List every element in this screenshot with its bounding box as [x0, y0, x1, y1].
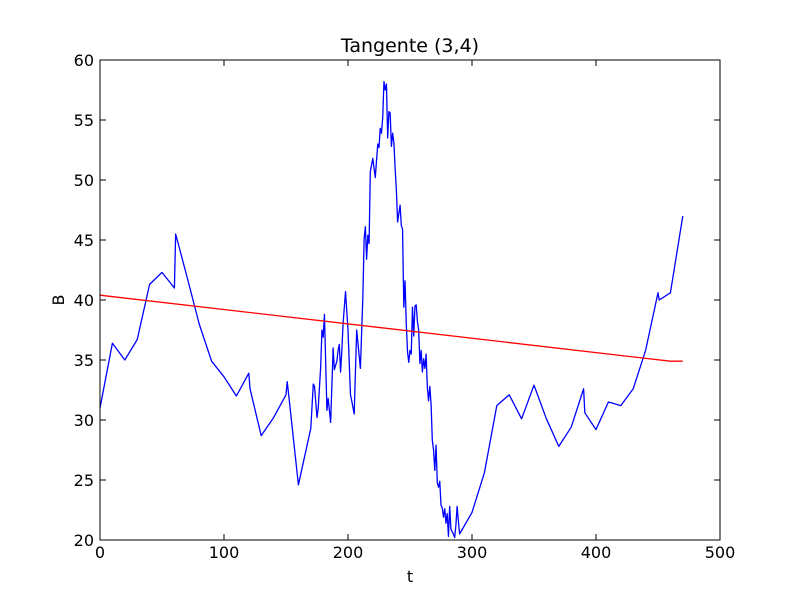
series-line-0	[99, 80, 684, 539]
x-tick-label: 300	[457, 543, 488, 562]
x-tick-label: 400	[581, 543, 612, 562]
y-tick-label: 40	[74, 291, 94, 310]
chart-title: Tangente (3,4)	[340, 35, 479, 57]
y-tick-label: 50	[74, 171, 94, 190]
series-line-1	[99, 294, 683, 362]
x-tick-label: 0	[95, 543, 105, 562]
y-tick-label: 25	[74, 471, 94, 490]
x-tick-label: 100	[209, 543, 240, 562]
ticks-layer: 0 100 200 300 400 500 20 25 30 35 40 45 50 55 60	[74, 51, 736, 562]
x-tick-label: 200	[333, 543, 364, 562]
y-tick-label: 30	[74, 411, 94, 430]
y-tick-label: 45	[74, 231, 94, 250]
y-tick-label: 35	[74, 351, 94, 370]
y-tick-label: 20	[74, 531, 94, 550]
x-axis-label: t	[407, 567, 413, 586]
y-axis-label: B	[49, 295, 68, 306]
series-layer	[99, 80, 684, 539]
x-tick-label: 500	[705, 543, 736, 562]
y-tick-label: 55	[74, 111, 94, 130]
y-tick-label: 60	[74, 51, 94, 70]
plot-area	[100, 60, 720, 540]
